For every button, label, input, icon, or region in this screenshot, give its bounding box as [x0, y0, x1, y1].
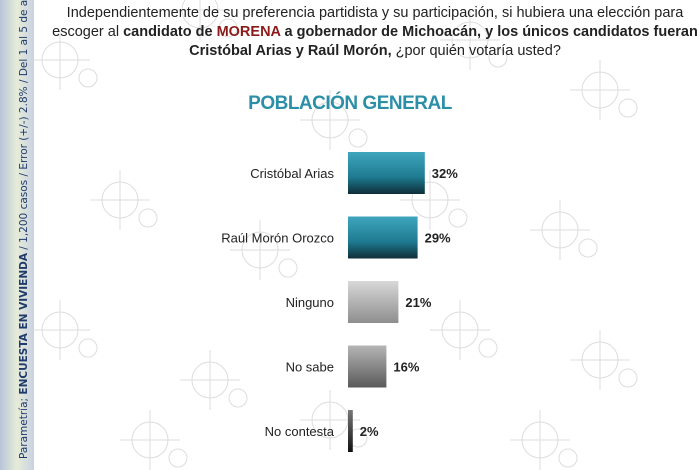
- chart-title: POBLACIÓN GENERAL: [248, 93, 452, 114]
- watermark-axes-icon: [400, 170, 468, 230]
- bar: [348, 345, 387, 388]
- category-label: Cristóbal Arias: [250, 166, 334, 181]
- watermark-axes-icon: [530, 200, 598, 260]
- watermark-axes-icon: [30, 30, 98, 90]
- data-label: 16%: [393, 360, 419, 375]
- survey-question: Independientemente de su preferencia par…: [50, 4, 700, 61]
- watermark-axes-icon: [230, 220, 298, 280]
- watermark-axes-icon: [120, 410, 188, 470]
- data-label: 29%: [425, 231, 451, 246]
- question-bold: a gobernador de Michoacán, y los únicos …: [189, 24, 698, 59]
- watermark-axes-icon: [30, 300, 98, 360]
- question-text: ¿por quién votaría usted?: [391, 43, 561, 59]
- data-label: 32%: [432, 166, 458, 181]
- bar: [348, 410, 353, 452]
- watermark-axes-icon: [300, 90, 368, 150]
- category-label: Raúl Morón Orozco: [221, 231, 334, 246]
- watermark-axes-icon: [90, 170, 158, 230]
- party-name: MORENA: [216, 24, 281, 40]
- side-banner: [0, 0, 34, 470]
- category-label: Ninguno: [286, 295, 334, 310]
- watermark-axes-icon: [570, 60, 638, 120]
- bar: [348, 281, 399, 323]
- watermark-axes-icon: [170, 0, 238, 40]
- data-label: 2%: [360, 424, 379, 439]
- watermark-axes-icon: [510, 410, 578, 470]
- data-label: 21%: [405, 295, 431, 310]
- category-label: No sabe: [286, 360, 334, 375]
- category-label: No contesta: [265, 424, 335, 439]
- question-text: Independientemente de su preferencia par…: [52, 5, 684, 40]
- bar: [348, 216, 418, 259]
- question-bold: candidato de: [123, 24, 217, 40]
- bar: [348, 152, 425, 194]
- watermark-axes-icon: [430, 300, 498, 360]
- watermark-axes-icon: [570, 330, 638, 390]
- watermark-axes-icon: [180, 350, 248, 410]
- watermark-axes-icon: [440, 10, 508, 70]
